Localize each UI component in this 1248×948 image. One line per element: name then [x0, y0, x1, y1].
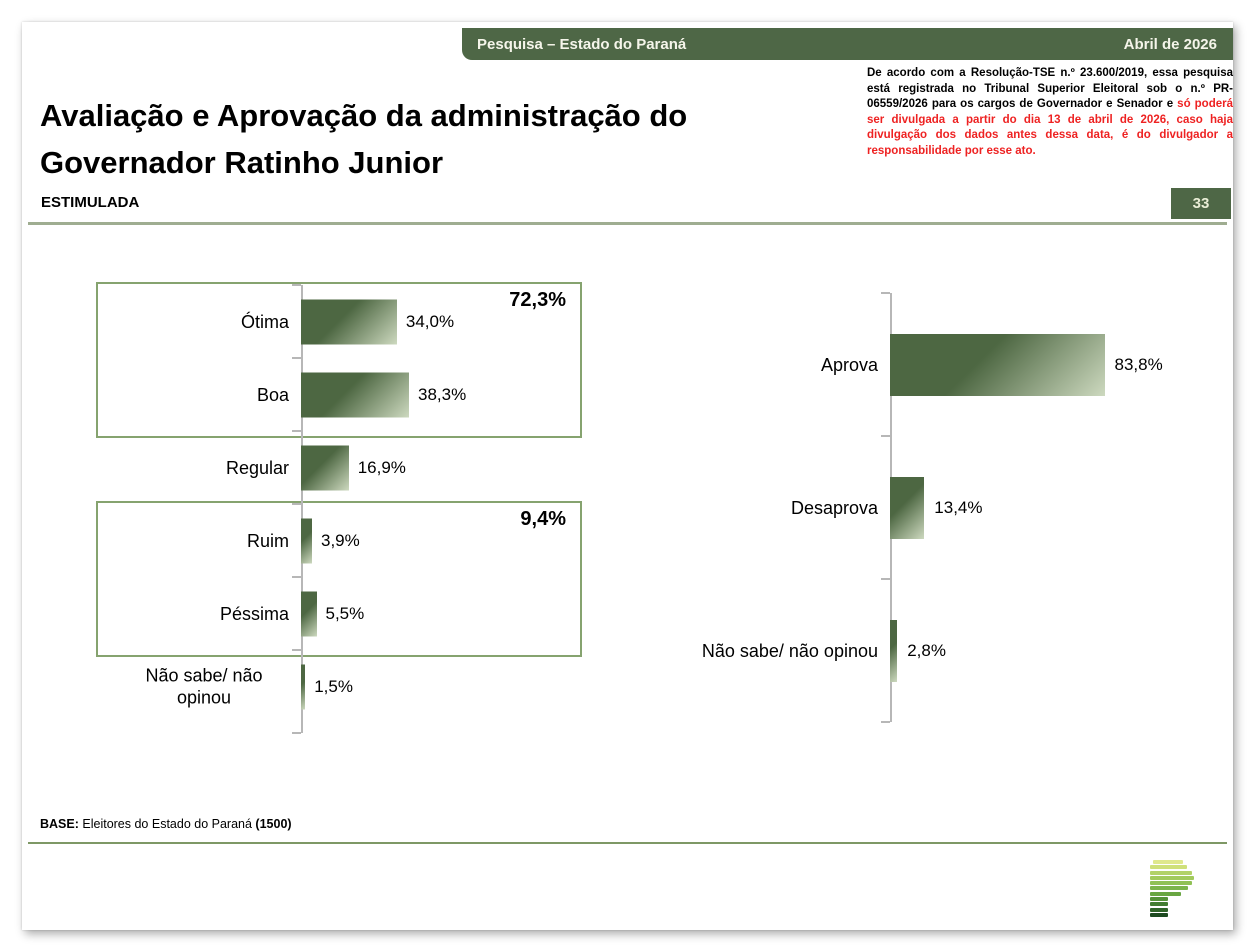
slide-title: Avaliação e Aprovação da administração d…: [40, 98, 688, 180]
category-label: Ótima: [240, 311, 289, 332]
category-label: Regular: [225, 457, 289, 478]
bar: [301, 664, 306, 709]
footer-base-note: BASE: Eleitores do Estado do Paraná (150…: [40, 817, 292, 831]
category-label: Péssima: [219, 603, 289, 624]
logo-bar: [1150, 897, 1168, 902]
chart-row: Ruim 3,9%: [22, 504, 1233, 577]
value-label: 1,5%: [314, 676, 353, 696]
base-text: Eleitores do Estado do Paraná: [78, 817, 256, 831]
header-date: Abril de 2026: [1123, 35, 1217, 53]
category-label: Aprova: [820, 354, 878, 375]
evaluation-bar-chart: 72,3% 9,4% Ótima 34,0% Boa 38,3% Regular 16,9% R…: [22, 282, 1233, 745]
value-label: 83,8%: [1114, 354, 1163, 374]
bar: [890, 619, 898, 682]
chart-row: Desaprova 13,4%: [22, 436, 1233, 579]
group-total-label: 9,4%: [520, 508, 566, 530]
value-label: 3,9%: [321, 530, 360, 550]
bar: [890, 333, 1105, 396]
value-label: 5,5%: [325, 603, 365, 623]
page-number-badge: 33: [1171, 188, 1231, 219]
chart-row: Não sabe/ não opinou 2,8%: [22, 579, 1233, 722]
base-label: BASE:: [40, 817, 79, 831]
axis-tick: [292, 357, 301, 359]
value-label: 2,8%: [907, 640, 946, 660]
footer-separator-line: [28, 842, 1227, 844]
axis-tick: [881, 435, 890, 437]
chart-row: Não sabe/ não opinou 1,5%: [22, 650, 1233, 723]
axis-tick: [881, 578, 890, 580]
category-label: Não sabe/ não opinou: [701, 640, 878, 661]
chart-row: Regular 16,9%: [22, 431, 1233, 504]
category-label: Não sabe/ não opinou: [145, 665, 263, 708]
bar: [301, 299, 397, 344]
chart-row: Péssima 5,5%: [22, 577, 1233, 650]
value-label: 16,9%: [357, 457, 406, 477]
logo-bar: [1150, 875, 1194, 880]
logo-bar: [1150, 907, 1168, 912]
axis-tick: [881, 721, 890, 723]
logo-bar: [1150, 912, 1168, 917]
header-bar: Pesquisa – Estado do Paraná Abril de 202…: [462, 28, 1233, 60]
logo-bar: [1150, 865, 1187, 870]
category-axis: [301, 285, 303, 733]
value-label: 34,0%: [405, 311, 455, 331]
category-label: Ruim: [246, 530, 289, 551]
chart-row: Ótima 34,0%: [22, 285, 1233, 358]
axis-tick: [881, 292, 890, 294]
bar: [301, 372, 409, 417]
axis-tick: [292, 649, 301, 651]
bar: [301, 591, 317, 636]
legal-restriction-text: só poderá ser divulgada a partir do dia …: [867, 98, 1233, 157]
axis-tick: [292, 430, 301, 432]
axis-tick: [292, 284, 301, 286]
axis-tick: [292, 732, 301, 734]
logo-bar: [1150, 886, 1188, 891]
parana-pesquisas-logo: [1150, 860, 1200, 920]
slide-subtitle: ESTIMULADA: [41, 194, 140, 211]
bar: [301, 445, 349, 490]
header-survey-title: Pesquisa – Estado do Paraná: [477, 35, 687, 53]
value-label: 13,4%: [934, 497, 983, 517]
category-label: Desaprova: [790, 497, 878, 518]
chart-row: Aprova 83,8%: [22, 293, 1233, 436]
group-box: 72,3%: [96, 282, 582, 438]
category-label: Boa: [256, 384, 289, 405]
logo-bar: [1150, 891, 1181, 896]
approval-bar-chart: Aprova 83,8% Desaprova 13,4% Não sabe/ não o…: [22, 292, 1233, 733]
axis-tick: [292, 576, 301, 578]
value-label: 38,3%: [418, 384, 467, 404]
group-box: 9,4%: [96, 501, 582, 657]
slide-page: Pesquisa – Estado do Paraná Abril de 202…: [22, 22, 1233, 930]
logo-bar: [1150, 881, 1192, 886]
title-separator-line: [28, 222, 1227, 225]
legal-notice: De acordo com a Resolução-TSE n.º 23.600…: [867, 66, 1233, 160]
logo-bar: [1150, 870, 1192, 875]
bar: [301, 518, 312, 563]
legal-registered-text: De acordo com a Resolução-TSE n.º 23.600…: [867, 67, 1233, 111]
axis-tick: [292, 503, 301, 505]
group-total-label: 72,3%: [509, 289, 566, 311]
logo-bar: [1150, 902, 1168, 907]
chart-row: Boa 38,3%: [22, 358, 1233, 431]
bar: [890, 476, 925, 539]
logo-bar: [1153, 860, 1183, 864]
base-count: (1500): [255, 817, 292, 831]
